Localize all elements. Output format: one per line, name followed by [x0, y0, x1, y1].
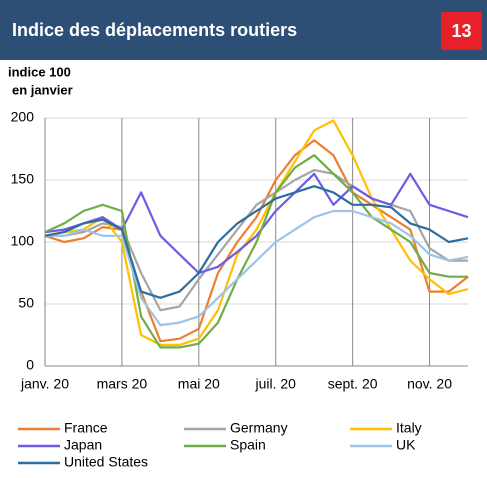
y-tick-label: 100	[11, 233, 35, 249]
legend-label: Italy	[396, 420, 422, 436]
y-tick-label: 0	[26, 357, 34, 373]
x-tick-label: sept. 20	[328, 376, 378, 392]
y-tick-label: 150	[11, 171, 35, 187]
x-tick-label: mars 20	[97, 376, 148, 392]
x-tick-label: mai 20	[178, 376, 220, 392]
y-axis-label: en janvier	[12, 82, 73, 97]
chart-title: Indice des déplacements routiers	[12, 20, 297, 40]
legend-label: Japan	[64, 437, 102, 453]
legend-label: France	[64, 420, 108, 436]
series-line	[45, 209, 469, 327]
legend-label: Germany	[230, 420, 288, 436]
series-line	[44, 119, 469, 346]
legend-label: United States	[64, 454, 148, 470]
header-bar	[0, 0, 487, 60]
series-line	[44, 185, 469, 299]
y-tick-label: 50	[18, 295, 34, 311]
legend-label: UK	[396, 437, 416, 453]
series-line	[44, 154, 468, 349]
page-badge	[441, 12, 482, 50]
y-axis-label: indice 100	[8, 64, 71, 79]
x-tick-label: juil. 20	[254, 376, 296, 392]
legend-label: Spain	[230, 437, 266, 453]
series-line	[44, 139, 469, 343]
y-tick-label: 200	[11, 109, 35, 125]
x-tick-label: nov. 20	[407, 376, 452, 392]
x-tick-label: janv. 20	[20, 376, 69, 392]
page-number: 13	[451, 21, 471, 41]
